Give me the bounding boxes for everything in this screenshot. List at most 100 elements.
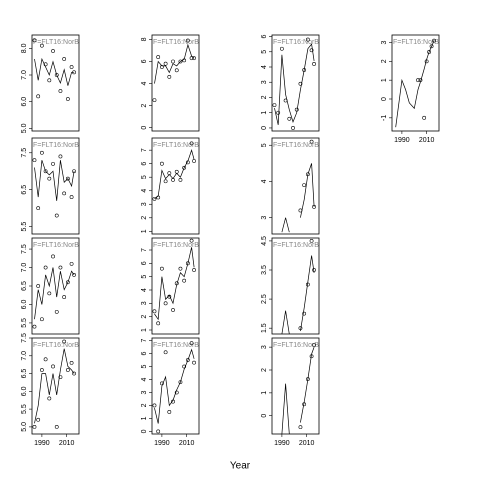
y-tick-label: 1 xyxy=(261,111,268,115)
data-point xyxy=(305,377,310,382)
data-point xyxy=(171,308,175,312)
y-tick-label: 2 xyxy=(381,59,388,63)
panel-label: F=FLT16:NorBa xyxy=(33,242,83,249)
y-tick-label: 0 xyxy=(381,97,388,101)
data-point xyxy=(43,62,48,67)
y-tick-label: 4.5 xyxy=(261,236,268,246)
y-tick-label: 2 xyxy=(141,315,148,319)
y-tick-label: 6.0 xyxy=(21,299,28,309)
data-point xyxy=(159,65,164,69)
y-tick-label: 6 xyxy=(141,352,148,356)
panel: F=FLT16:NorBa 5.5 6.0 6.5 7.0 7.5 xyxy=(21,237,83,335)
y-tick-label: 1 xyxy=(141,229,148,233)
data-point xyxy=(283,98,288,103)
data-point xyxy=(178,266,183,271)
y-tick-label: 5.0 xyxy=(21,123,28,133)
y-tick-label: 4 xyxy=(141,377,148,381)
fit-line xyxy=(281,310,290,334)
panel-frame xyxy=(151,34,200,132)
data-point xyxy=(69,65,74,69)
data-point xyxy=(36,284,41,288)
data-point xyxy=(305,172,310,177)
y-tick-label: 3 xyxy=(141,202,148,206)
data-point xyxy=(58,89,63,93)
fit-line xyxy=(281,383,290,434)
data-point xyxy=(189,141,194,146)
panel-plot: F=FLT16:NorBa xyxy=(152,38,199,103)
data-point xyxy=(39,368,44,372)
data-point xyxy=(47,396,52,401)
panel-plot: F=FLT16:NorBa xyxy=(273,239,323,334)
panel: F=FLT16:NorBa 5.5 6.5 7.5 xyxy=(21,137,80,235)
data-point xyxy=(309,239,314,243)
data-point xyxy=(51,161,55,166)
panel-label: F=FLT16:NorBa xyxy=(273,342,323,349)
data-point xyxy=(272,103,277,107)
panel-frame xyxy=(151,137,200,235)
y-tick-label: 5 xyxy=(261,143,268,147)
data-point xyxy=(43,265,48,270)
panel-plot: F=FLT16:NorBa xyxy=(152,141,203,201)
fit-line xyxy=(281,217,290,233)
data-point xyxy=(65,280,70,285)
data-point xyxy=(69,195,74,199)
data-point xyxy=(291,126,295,130)
data-point xyxy=(312,268,316,272)
data-point xyxy=(51,364,55,369)
x-tick-label: 2010 xyxy=(419,137,435,144)
data-point xyxy=(312,342,316,347)
panel: F=FLT16:NorBa 1.5 2.5 3.5 4.5 xyxy=(261,236,323,335)
fit-line xyxy=(395,40,435,128)
y-tick-label: 3 xyxy=(261,345,268,349)
y-tick-label: 7 xyxy=(141,248,148,252)
data-point xyxy=(65,97,70,101)
data-point xyxy=(54,213,59,218)
data-point xyxy=(429,44,434,49)
panel-plot: F=FLT16:NorBa xyxy=(32,339,79,429)
panel-label: F=FLT16:NorBa xyxy=(153,142,203,149)
fit-line xyxy=(154,247,195,321)
panel-frame xyxy=(31,34,80,132)
data-point xyxy=(432,38,436,43)
y-tick-label: 4 xyxy=(261,179,268,183)
y-tick-label: 2 xyxy=(261,95,268,99)
y-tick-label: 7.5 xyxy=(21,333,28,343)
data-point xyxy=(58,154,63,159)
data-point xyxy=(174,390,179,395)
panel-frame xyxy=(271,337,320,435)
panel-label: F=FLT16:NorBa xyxy=(273,142,323,149)
panel-label: F=FLT16:NorBa xyxy=(273,39,323,46)
data-point xyxy=(312,204,316,209)
data-point xyxy=(189,56,194,61)
data-point xyxy=(167,410,172,414)
fit-line xyxy=(34,57,75,86)
data-point xyxy=(159,381,164,386)
y-tick-label: 6.5 xyxy=(21,185,28,195)
y-tick-label: 3.5 xyxy=(261,265,268,275)
y-tick-label: 7.0 xyxy=(21,70,28,80)
data-point xyxy=(309,48,314,53)
data-point xyxy=(167,171,172,176)
panel: F=FLT16:NorBa 0 1 2 3 4 5 6 xyxy=(261,34,323,132)
data-point xyxy=(312,62,316,66)
data-point xyxy=(62,57,67,61)
y-tick-label: 6.5 xyxy=(21,281,28,291)
y-tick-label: 2.5 xyxy=(261,294,268,304)
panel-plot: F=FLT16:NorBa xyxy=(152,341,199,434)
fit-line xyxy=(300,255,315,332)
y-tick-label: 6 xyxy=(141,261,148,265)
panel-label: F=FLT16:NorBa xyxy=(273,242,323,249)
panel-frame xyxy=(151,237,200,335)
y-tick-label: 1.5 xyxy=(261,323,268,333)
data-point xyxy=(152,309,157,314)
data-point xyxy=(51,49,55,53)
data-point xyxy=(72,273,76,277)
data-point xyxy=(51,254,55,259)
data-point xyxy=(32,324,37,329)
panel-frame xyxy=(31,137,80,235)
x-tick-label: 2010 xyxy=(299,440,315,447)
panel-plot: F=FLT16:NorBa xyxy=(273,139,323,233)
panel-frame xyxy=(31,337,80,435)
data-point xyxy=(276,110,281,115)
data-point xyxy=(36,417,41,422)
